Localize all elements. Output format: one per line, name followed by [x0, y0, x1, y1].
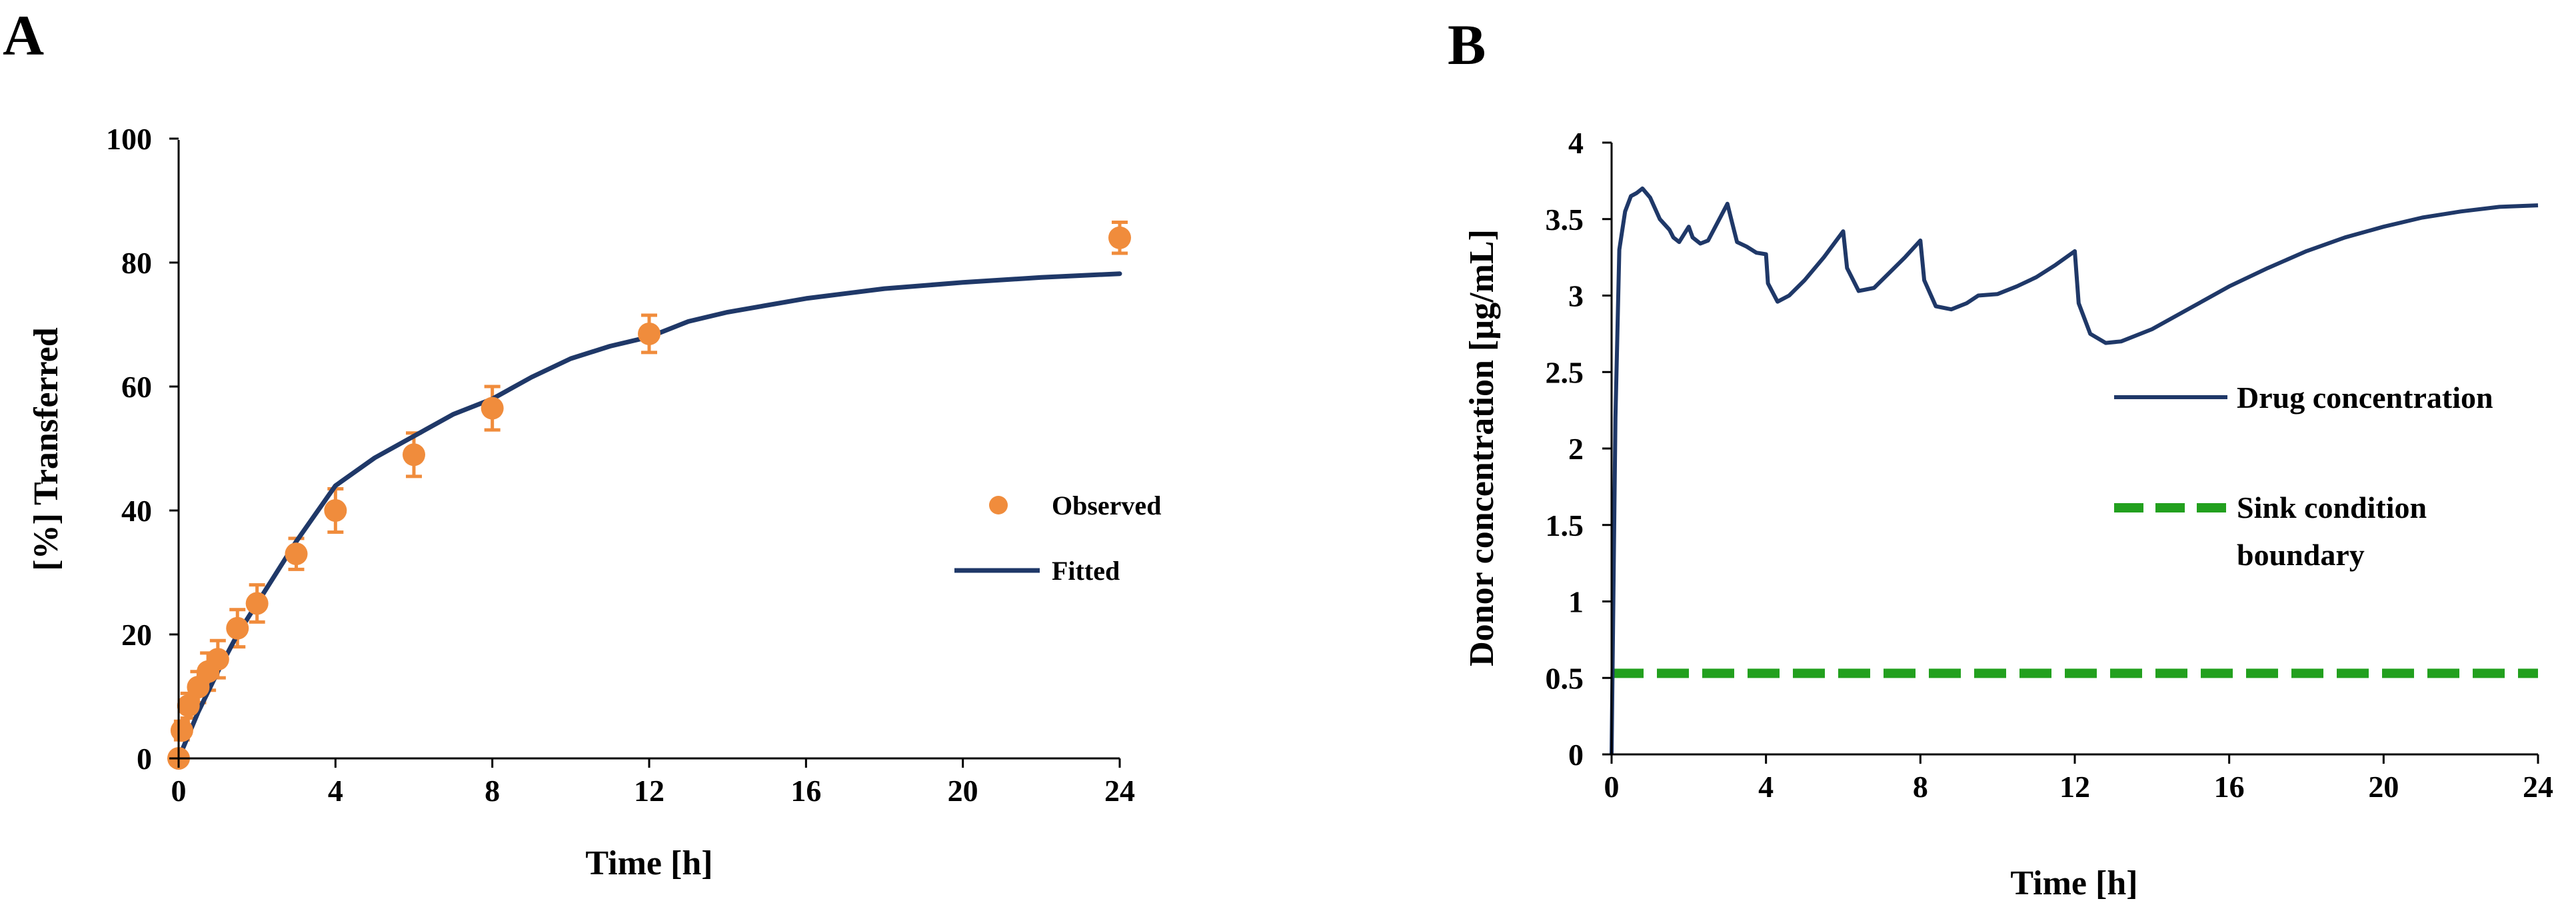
panel-a-ticks: 0 4 8 12 16 20 24 0 20 40 60 80 100 — [106, 122, 1135, 808]
panel-b-y-tick-label: 4 — [1568, 126, 1584, 160]
legend-sink-label-1: Sink condition — [2237, 490, 2427, 524]
panel-a-y-tick-label: 0 — [137, 742, 152, 776]
panel-a-y-tick-label: 80 — [121, 246, 152, 280]
panel-a-x-tick-label: 16 — [790, 774, 821, 808]
panel-b-y-tick-label: 1.5 — [1546, 508, 1584, 542]
observed-point — [638, 322, 660, 345]
panel-b-y-tick-label: 2 — [1568, 432, 1584, 466]
observed-point — [1108, 226, 1131, 249]
panel-b-x-tick-label: 20 — [2368, 770, 2399, 804]
panel-b-x-tick-label: 24 — [2523, 770, 2553, 804]
panel-b-x-axis-title: Time [h] — [2010, 864, 2137, 902]
panel-a-y-tick-label: 100 — [106, 122, 152, 156]
legend-drug-label: Drug concentration — [2237, 381, 2493, 415]
panel-b-marks — [1610, 186, 2539, 755]
observed-point — [403, 443, 425, 466]
observed-point — [324, 499, 347, 522]
panel-b-letter: B — [1448, 13, 1486, 77]
legend-observed-marker — [989, 496, 1008, 514]
panel-a-y-axis-title: [%] Transferred — [27, 327, 65, 570]
panel-a-x-tick-label: 24 — [1104, 774, 1135, 808]
panel-b-legend: Drug concentration Sink condition bounda… — [2114, 381, 2493, 572]
panel-a-x-tick-label: 0 — [171, 774, 187, 808]
panel-b-y-tick-label: 2.5 — [1546, 355, 1584, 389]
panel-b-ticks: 0 4 8 12 16 20 24 0 0.5 1 1.5 2 2.5 3 3.5 4 — [1546, 126, 2554, 804]
observed-point — [206, 648, 229, 671]
legend-sink-label-2: boundary — [2237, 538, 2365, 572]
panel-b-x-tick-label: 4 — [1758, 770, 1774, 804]
panel-a-y-tick-label: 20 — [121, 618, 152, 652]
panel-a: A 0 4 8 12 16 20 24 0 20 40 60 80 100 Time [h] [%] T… — [3, 3, 1161, 882]
panel-a-x-tick-label: 20 — [948, 774, 978, 808]
observed-point — [177, 694, 200, 717]
panel-b-x-tick-label: 8 — [1913, 770, 1928, 804]
panel-b-x-tick-label: 12 — [2059, 770, 2090, 804]
panel-b-y-tick-label: 3 — [1568, 279, 1584, 313]
observed-point — [285, 542, 308, 566]
panel-b-y-tick-label: 3.5 — [1546, 203, 1584, 237]
drug-concentration-line — [1610, 186, 2539, 755]
panel-b-y-tick-label: 0.5 — [1546, 661, 1584, 695]
panel-b-y-tick-label: 1 — [1568, 585, 1584, 619]
panel-a-x-tick-label: 4 — [328, 774, 343, 808]
panel-a-x-tick-label: 12 — [634, 774, 664, 808]
observed-point — [245, 592, 269, 615]
panel-a-legend: Observed Fitted — [954, 490, 1161, 586]
panel-a-y-tick-label: 40 — [121, 494, 152, 528]
panel-a-y-tick-label: 60 — [121, 370, 152, 404]
observed-point — [481, 397, 504, 420]
legend-fitted-label: Fitted — [1052, 556, 1120, 586]
observed-point — [170, 719, 193, 742]
observed-point — [226, 616, 249, 640]
panel-b-x-tick-label: 16 — [2214, 770, 2245, 804]
panel-a-letter: A — [3, 3, 44, 67]
panel-a-marks — [167, 221, 1131, 770]
legend-observed-label: Observed — [1052, 490, 1161, 520]
panel-b-x-tick-label: 0 — [1604, 770, 1620, 804]
panel-b-y-axis-title: Donor concentration [µg/mL] — [1463, 229, 1501, 666]
panel-b-y-tick-label: 0 — [1568, 738, 1584, 772]
panel-a-x-tick-label: 8 — [485, 774, 500, 808]
panel-a-x-axis-title: Time [h] — [585, 844, 712, 882]
